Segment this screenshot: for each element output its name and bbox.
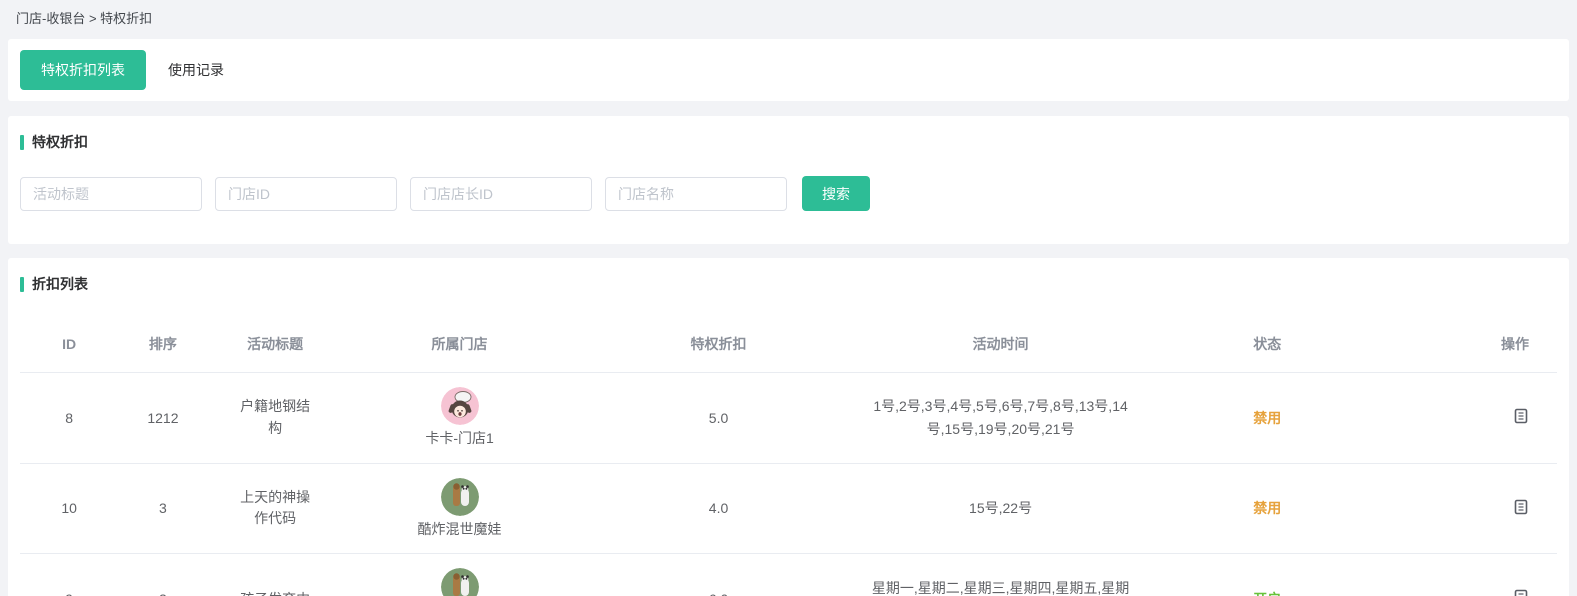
cell-id: 10 [20, 463, 119, 555]
col-header-store: 所属门店 [342, 312, 577, 373]
search-button[interactable]: 搜索 [802, 176, 870, 211]
section-accent-bar [20, 134, 24, 150]
document-icon [1514, 499, 1528, 515]
tab-privilege-discount-list[interactable]: 特权折扣列表 [20, 50, 146, 90]
cell-sort: 2 [118, 553, 208, 596]
cell-sort: 1212 [118, 372, 208, 464]
search-row: 搜索 [20, 176, 1557, 211]
cell-discount: 4.0 [576, 463, 861, 555]
cell-activity-title: 上天的神操作代码 [207, 463, 343, 555]
view-record-button[interactable] [1513, 408, 1529, 427]
activity-title-input[interactable] [20, 176, 202, 211]
col-header-actions: 操作 [1394, 312, 1557, 373]
cell-actions [1394, 463, 1557, 555]
cell-status: 禁用 [1140, 372, 1395, 464]
col-header-discount: 特权折扣 [576, 312, 861, 373]
store-name: 卡卡-门店1 [425, 430, 494, 446]
cell-actions [1394, 372, 1557, 464]
tab-usage-records[interactable]: 使用记录 [168, 62, 224, 78]
cell-activity-title: 孩子发育中 [207, 553, 343, 596]
cell-discount: 5.0 [576, 372, 861, 464]
status-badge: 开启 [1253, 591, 1281, 596]
col-header-activity-title: 活动标题 [207, 312, 343, 373]
col-header-status: 状态 [1140, 312, 1395, 373]
section-accent-bar [20, 276, 24, 292]
search-section-title-text: 特权折扣 [32, 134, 88, 150]
search-section-title: 特权折扣 [20, 132, 1557, 152]
cell-id: 8 [20, 372, 119, 464]
cell-store: 酷炸混世魔娃 [342, 463, 577, 555]
cell-status: 开启 [1140, 553, 1395, 596]
store-name-input[interactable] [605, 176, 787, 211]
table-header-row: ID 排序 活动标题 所属门店 特权折扣 活动时间 状态 操作 [20, 312, 1557, 373]
view-record-button[interactable] [1513, 499, 1529, 518]
table-row: 9 2 孩子发育中 [20, 553, 1557, 596]
cell-activity-time: 15号,22号 [860, 463, 1141, 555]
cell-status: 禁用 [1140, 463, 1395, 555]
status-badge: 禁用 [1253, 409, 1282, 426]
col-header-id: ID [20, 312, 119, 373]
status-badge: 禁用 [1253, 500, 1282, 517]
cell-store: 卡卡-门店1 [342, 372, 577, 464]
col-header-activity-time: 活动时间 [860, 312, 1141, 373]
list-section-title: 折扣列表 [20, 274, 1557, 294]
store-avatar [440, 387, 479, 425]
store-avatar [440, 477, 479, 516]
cell-sort: 3 [118, 463, 208, 555]
view-record-button[interactable] [1513, 589, 1529, 596]
tabs-bar: 特权折扣列表 使用记录 [8, 39, 1569, 101]
table-row: 10 3 上天的神操作代码 [20, 463, 1557, 555]
breadcrumb: 门店-收银台 > 特权折扣 [16, 11, 153, 26]
document-icon [1514, 590, 1528, 596]
document-icon [1514, 408, 1528, 424]
store-manager-id-input[interactable] [410, 176, 592, 211]
discount-table: ID 排序 活动标题 所属门店 特权折扣 活动时间 状态 操作 8 1212 户… [20, 312, 1557, 596]
table-row: 8 1212 户籍地钢结构 [20, 372, 1557, 464]
store-id-input[interactable] [215, 176, 397, 211]
store-avatar [440, 568, 479, 596]
cell-activity-time: 1号,2号,3号,4号,5号,6号,7号,8号,13号,14号,15号,19号,… [860, 372, 1141, 464]
cell-activity-title: 户籍地钢结构 [207, 372, 343, 464]
cell-discount: 6.0 [576, 553, 861, 596]
store-name: 酷炸混世魔娃 [417, 520, 502, 537]
search-panel: 特权折扣 搜索 [8, 116, 1569, 244]
discount-list-panel: 折扣列表 ID 排序 活动标题 所属门店 特权折扣 活动时间 状态 操作 8 1… [8, 258, 1569, 596]
col-header-sort: 排序 [118, 312, 208, 373]
cell-store: 酷炸混世魔娃 [342, 553, 577, 596]
cell-id: 9 [20, 553, 119, 596]
list-section-title-text: 折扣列表 [32, 276, 88, 292]
cell-actions [1394, 553, 1557, 596]
cell-activity-time: 星期一,星期二,星期三,星期四,星期五,星期六,星期日 [860, 553, 1141, 596]
